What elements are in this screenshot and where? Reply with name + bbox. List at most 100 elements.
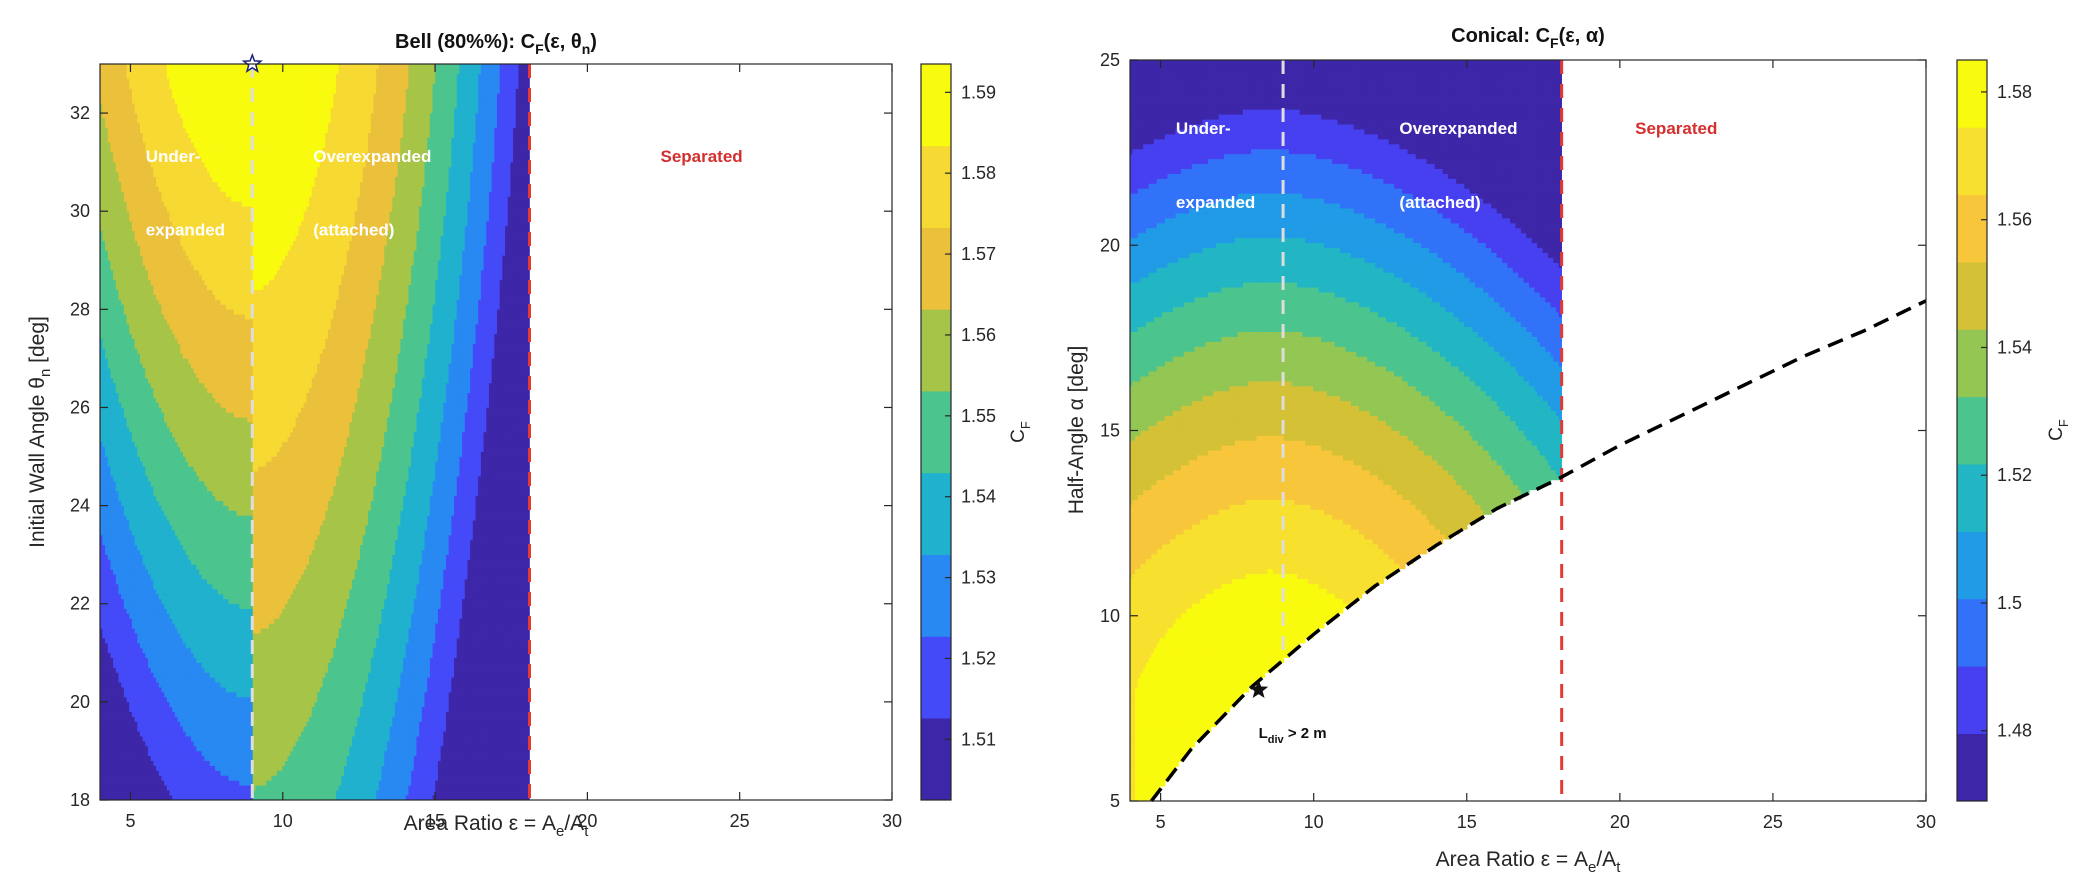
y-tick-label: 30 bbox=[70, 201, 90, 221]
colorbar-swatch bbox=[921, 309, 951, 392]
colorbar-tick-label: 1.57 bbox=[961, 244, 996, 264]
colorbar-tick-label: 1.56 bbox=[1997, 210, 2032, 230]
y-tick-label: 26 bbox=[70, 397, 90, 417]
y-tick-label: 18 bbox=[70, 790, 90, 810]
conical-y-ticks: 5 10 15 20 25 bbox=[1100, 50, 1926, 811]
x-tick-label: 20 bbox=[1610, 812, 1630, 832]
conical-panel: Under-expanded Overexpanded (attached) Sepa… bbox=[1065, 25, 2071, 876]
region-label: Overexpanded bbox=[1399, 119, 1517, 138]
colorbar-tick-label: 1.52 bbox=[961, 648, 996, 668]
colorbar-swatch bbox=[1957, 127, 1987, 196]
colorbar-swatch bbox=[1957, 598, 1987, 667]
colorbar-swatch bbox=[921, 717, 951, 801]
colorbar-frame bbox=[1956, 59, 1988, 802]
colorbar-swatch bbox=[1957, 665, 1987, 734]
x-tick-label: 30 bbox=[882, 811, 902, 831]
colorbar-swatch bbox=[921, 390, 951, 474]
colorbar-tick-label: 1.56 bbox=[961, 325, 996, 345]
bell-x-axis-label: Area Ratio ε = Ae/At bbox=[404, 812, 590, 840]
colorbar-swatch bbox=[1957, 733, 1987, 802]
x-tick-label: 15 bbox=[425, 811, 445, 831]
colorbar-tick-label: 1.54 bbox=[1997, 337, 2032, 357]
conical-x-axis-label: Area Ratio ε = Ae/At bbox=[1436, 848, 1622, 876]
conical-length-limit-curve bbox=[1150, 299, 1927, 803]
y-tick-label: 28 bbox=[70, 299, 90, 319]
colorbar-tick-label: 1.51 bbox=[961, 729, 996, 749]
conical-title: Conical: CF(ε, α) bbox=[1451, 25, 1605, 51]
region-label: Separated bbox=[660, 147, 742, 166]
y-tick-label: 32 bbox=[70, 103, 90, 123]
conical-y-axis-label: Half-Angle α [deg] bbox=[1065, 346, 1088, 515]
colorbar-tick-label: 1.58 bbox=[1997, 82, 2032, 102]
colorbar-swatch bbox=[921, 145, 951, 228]
y-tick-label: 22 bbox=[70, 594, 90, 614]
bell-colorbar bbox=[920, 63, 952, 801]
bell-title: Bell (80%%): CF(ε, θn) bbox=[395, 31, 597, 57]
colorbar-frame bbox=[920, 63, 952, 801]
region-label: expanded bbox=[1176, 193, 1255, 212]
colorbar-swatch bbox=[1957, 329, 1987, 398]
region-label: expanded bbox=[146, 221, 225, 240]
bell-region-labels: Under-expanded Overexpanded (attached) Sepa… bbox=[146, 147, 743, 240]
bell-optimum-star-icon bbox=[241, 52, 263, 74]
colorbar-tick-label: 1.52 bbox=[1997, 465, 2032, 485]
colorbar-tick-label: 1.58 bbox=[961, 163, 996, 183]
colorbar-swatch bbox=[1957, 396, 1987, 465]
colorbar-tick-label: 1.5 bbox=[1997, 593, 2022, 613]
colorbar-swatch bbox=[1957, 531, 1987, 600]
x-tick-label: 5 bbox=[1156, 812, 1166, 832]
bell-y-axis-label: Initial Wall Angle θn [deg] bbox=[26, 316, 54, 548]
y-tick-label: 15 bbox=[1100, 421, 1120, 441]
bell-y-ticks: 18 20 22 24 26 28 30 32 bbox=[70, 103, 892, 810]
y-tick-label: 10 bbox=[1100, 606, 1120, 626]
colorbar-swatch bbox=[1957, 463, 1987, 532]
y-tick-label: 24 bbox=[70, 496, 90, 516]
region-label: (attached) bbox=[1399, 193, 1480, 212]
x-tick-label: 25 bbox=[730, 811, 750, 831]
y-tick-label: 25 bbox=[1100, 50, 1120, 70]
conical-contour-fill bbox=[1130, 60, 1562, 801]
x-tick-label: 10 bbox=[273, 811, 293, 831]
y-tick-label: 5 bbox=[1110, 791, 1120, 811]
colorbar-tick-label: 1.55 bbox=[961, 406, 996, 426]
x-tick-label: 20 bbox=[577, 811, 597, 831]
region-label: Separated bbox=[1635, 119, 1717, 138]
conical-colorbar-ticks: 1.48 1.5 1.52 1.54 1.56 1.58 bbox=[1981, 82, 2032, 741]
y-tick-label: 20 bbox=[70, 692, 90, 712]
colorbar-swatch bbox=[1957, 261, 1987, 330]
colorbar-swatch bbox=[921, 636, 951, 719]
colorbar-swatch bbox=[921, 554, 951, 637]
region-label: Under- bbox=[146, 147, 201, 166]
conical-x-ticks: 5 10 15 20 25 30 bbox=[1156, 60, 1936, 832]
y-tick-label: 20 bbox=[1100, 235, 1120, 255]
x-tick-label: 25 bbox=[1763, 812, 1783, 832]
colorbar-tick-label: 1.53 bbox=[961, 568, 996, 588]
bell-colorbar-ticks: 1.51 1.52 1.53 1.54 1.55 1.56 1.57 1.58 1.59 bbox=[945, 82, 996, 749]
bell-colorbar-label: CF bbox=[1008, 421, 1033, 443]
bell-axes-box bbox=[99, 63, 893, 801]
x-tick-label: 30 bbox=[1916, 812, 1936, 832]
region-label: Under- bbox=[1176, 119, 1231, 138]
x-tick-label: 5 bbox=[125, 811, 135, 831]
colorbar-swatch bbox=[921, 472, 951, 555]
colorbar-swatch bbox=[921, 63, 951, 147]
star-marker bbox=[241, 52, 263, 74]
star-marker bbox=[1248, 679, 1269, 699]
bell-panel: Under-expanded Overexpanded (attached) Sepa… bbox=[26, 31, 1033, 840]
bell-x-ticks: 5 10 15 20 25 30 bbox=[125, 64, 902, 831]
conical-length-limit-label: Ldiv > 2 m bbox=[1259, 725, 1327, 746]
colorbar-swatch bbox=[1957, 194, 1987, 263]
colorbar-swatch bbox=[1957, 59, 1987, 128]
colorbar-tick-label: 1.59 bbox=[961, 82, 996, 102]
colorbar-swatch bbox=[921, 227, 951, 310]
conical-region-labels: Under-expanded Overexpanded (attached) Sepa… bbox=[1176, 119, 1717, 212]
colorbar-tick-label: 1.54 bbox=[961, 487, 996, 507]
region-label: Overexpanded bbox=[313, 147, 431, 166]
conical-colorbar-label: CF bbox=[2046, 419, 2071, 441]
x-tick-label: 10 bbox=[1304, 812, 1324, 832]
bell-contour-fill bbox=[100, 64, 530, 800]
conical-colorbar bbox=[1956, 59, 1988, 802]
x-tick-label: 15 bbox=[1457, 812, 1477, 832]
region-label: (attached) bbox=[313, 221, 394, 240]
